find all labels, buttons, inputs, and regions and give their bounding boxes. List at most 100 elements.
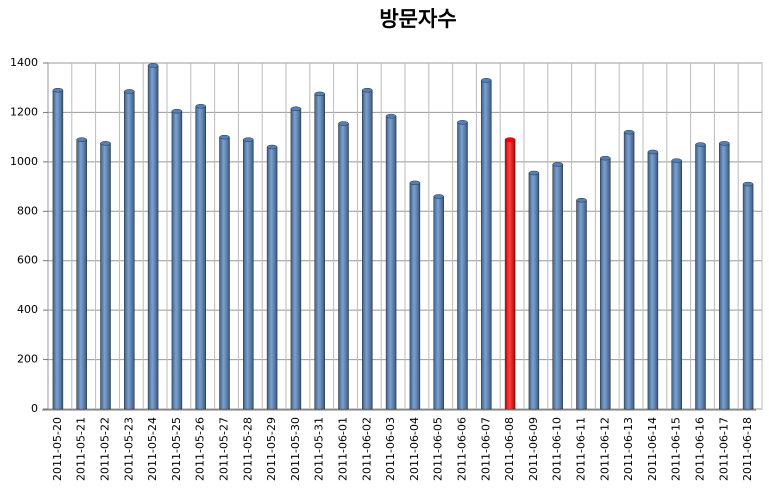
bar-shade (505, 139, 516, 409)
bar-shade (671, 160, 682, 409)
bar-cap (338, 121, 349, 126)
bar-shade (576, 200, 587, 409)
bar-cap (600, 155, 611, 161)
x-tick-label: 2011-06-16 (694, 417, 707, 481)
bar-cap (76, 137, 87, 142)
x-tick-label: 2011-05-21 (75, 417, 88, 481)
x-tick-label: 2011-05-25 (170, 417, 183, 481)
bar-shade (743, 184, 754, 409)
bar-cap (266, 144, 278, 150)
bar-shade (457, 122, 468, 410)
bar-shade (552, 164, 563, 409)
bar-cap (100, 141, 111, 146)
y-tick-label: 1000 (10, 155, 38, 168)
bar-cap (481, 78, 492, 83)
x-tick-label: 2011-06-13 (622, 417, 635, 481)
bar-cap (528, 170, 540, 176)
bar-shade (195, 106, 206, 409)
bar-shade (528, 172, 539, 409)
y-tick-label: 800 (17, 204, 38, 217)
x-tick-label: 2011-06-08 (503, 417, 516, 481)
x-tick-label: 2011-05-30 (289, 417, 302, 481)
bar-shade (290, 108, 301, 409)
x-tick-label: 2011-06-03 (384, 417, 397, 481)
x-tick-label: 2011-05-22 (99, 417, 112, 481)
bar-shade (171, 111, 182, 409)
bar-shade (148, 65, 159, 409)
x-tick-label: 2011-05-27 (218, 417, 231, 481)
bar-shade (481, 80, 492, 410)
x-tick-label: 2011-06-09 (527, 417, 540, 481)
y-tick-label: 600 (17, 254, 38, 267)
bar-cap (457, 120, 468, 125)
y-tick-label: 200 (17, 353, 38, 366)
bar-cap (409, 180, 421, 186)
bar-shade (267, 147, 278, 409)
bar-shade (386, 116, 397, 409)
x-tick-label: 2011-06-10 (551, 417, 564, 481)
bar-cap (623, 129, 635, 135)
x-tick-label: 2011-06-17 (717, 417, 730, 481)
bar-cap (742, 181, 754, 187)
x-tick-label: 2011-05-23 (122, 417, 135, 481)
bar-shade (219, 137, 230, 409)
bar-cap (552, 162, 563, 167)
x-tick-label: 2011-06-06 (456, 417, 469, 481)
bar-shade (76, 139, 87, 409)
bar-cap (647, 149, 659, 155)
x-tick-label: 2011-06-11 (575, 417, 588, 481)
bar-cap (433, 194, 444, 199)
x-tick-label: 2011-05-29 (265, 417, 278, 481)
bar-cap (695, 142, 706, 147)
bar-cap (385, 113, 397, 119)
bar-shade (362, 90, 373, 409)
bar-shade (719, 143, 730, 410)
bar-shade (314, 93, 325, 410)
x-tick-label: 2011-05-20 (51, 417, 64, 481)
x-tick-label: 2011-06-04 (408, 417, 421, 481)
chart-title: 방문자수 (379, 7, 456, 31)
x-tick-label: 2011-06-05 (432, 417, 445, 481)
x-tick-label: 2011-06-07 (479, 417, 492, 481)
x-tick-label: 2011-05-28 (241, 417, 254, 481)
bar-shade (624, 132, 635, 409)
bar-cap (171, 108, 183, 114)
bar-cap (504, 137, 516, 142)
x-tick-label: 2011-05-31 (313, 417, 326, 481)
x-tick-label: 2011-06-18 (741, 417, 754, 481)
x-tick-label: 2011-05-24 (146, 417, 159, 481)
bar-cap (576, 197, 587, 203)
bar-cap (195, 104, 206, 109)
x-tick-label: 2011-06-15 (670, 417, 683, 481)
bar-cap (314, 91, 325, 97)
bar-cap (124, 89, 135, 94)
bar-shade (600, 158, 611, 409)
y-tick-label: 0 (31, 402, 38, 415)
y-tick-label: 1200 (10, 105, 38, 118)
bar-shade (52, 90, 63, 409)
bar-shade (100, 143, 111, 410)
x-tick-label: 2011-06-02 (360, 417, 373, 481)
bar-shade (695, 144, 706, 410)
bar-shade (124, 91, 135, 410)
bar-cap (147, 63, 159, 68)
x-tick-label: 2011-06-14 (646, 417, 659, 481)
bar-cap (52, 87, 64, 93)
bar-cap (290, 106, 302, 111)
bar-cap (719, 141, 730, 146)
y-tick-label: 400 (17, 303, 38, 316)
bar-cap (243, 137, 254, 142)
bar-cap (671, 158, 682, 163)
y-tick-label: 1400 (10, 56, 38, 69)
bar-shade (433, 196, 444, 409)
bar-shade (338, 123, 349, 410)
bar-shade (243, 139, 254, 409)
x-tick-label: 2011-05-26 (194, 417, 207, 481)
x-tick-label: 2011-06-12 (598, 417, 611, 481)
bar-shade (647, 151, 658, 409)
bar-cap (219, 134, 230, 140)
bar-shade (409, 182, 420, 409)
x-tick-label: 2011-06-01 (337, 417, 350, 481)
bar-cap (362, 87, 373, 93)
